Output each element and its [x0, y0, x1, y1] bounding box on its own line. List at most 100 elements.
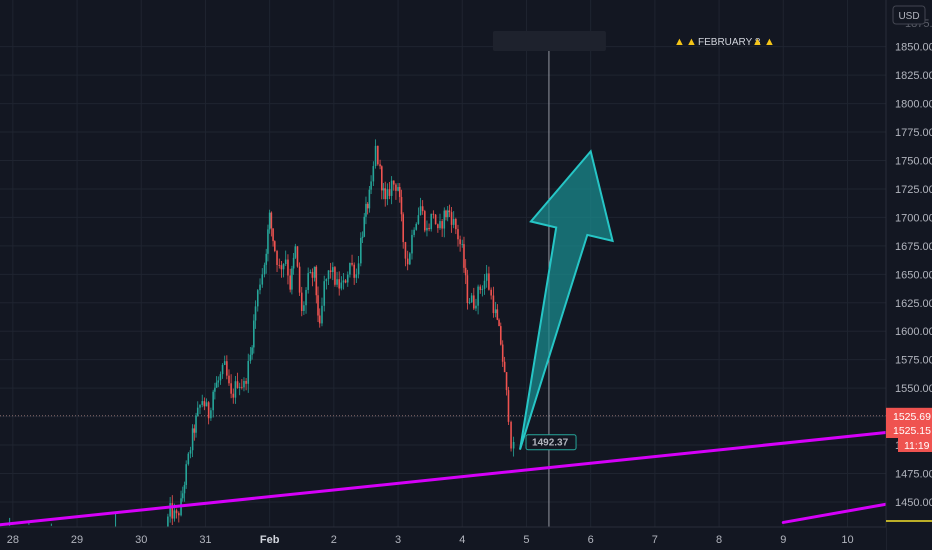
candle-body [340, 282, 343, 289]
candle-body [461, 244, 464, 245]
candle-body [499, 326, 502, 345]
trendline [781, 502, 888, 524]
candle-body [230, 383, 232, 394]
trendlines[interactable] [0, 431, 888, 527]
candle-body [294, 246, 297, 258]
currency-label: USD [898, 11, 919, 22]
candle-body [479, 286, 482, 290]
currency-button[interactable]: USD [892, 5, 926, 25]
price-tick-label: 1450.00 [895, 497, 932, 509]
candle-body [234, 381, 237, 398]
candle-body [313, 266, 316, 278]
candle-body [361, 236, 364, 238]
candle-body [452, 218, 455, 225]
currency-button-box [892, 5, 926, 25]
event-annotation[interactable]: ▲ ▲ FEBRUARY 8 ▲ ▲ [492, 31, 775, 51]
candle-body [292, 257, 295, 269]
candle-body [501, 344, 504, 362]
candle-body [273, 241, 276, 252]
candle-body [439, 221, 441, 229]
current-price-tag-box [886, 407, 932, 424]
candle-body [388, 189, 391, 196]
price-tick-label: 1775.00 [895, 127, 932, 139]
price-tick-label: 1800.00 [895, 99, 932, 111]
candle-body [189, 450, 192, 454]
candle-body [210, 410, 212, 419]
candle-body [377, 145, 379, 165]
time-tick-label: 9 [780, 534, 786, 546]
price-tag-secondary-value: 1525.15 [893, 425, 931, 437]
up-arrow-drawing[interactable] [519, 149, 614, 450]
candle-body [270, 212, 273, 229]
candle-body [232, 393, 235, 398]
candle-body [457, 229, 459, 240]
candle-body [368, 189, 371, 209]
candle-body [228, 375, 230, 384]
price-tag-secondary-box [886, 423, 932, 438]
candle-body [243, 381, 245, 388]
low-price-marker-box [525, 434, 577, 451]
candle-body [483, 280, 486, 289]
candle-body [303, 305, 305, 311]
candle-body [334, 267, 336, 285]
candle-body [512, 442, 515, 449]
candle-body [245, 381, 247, 384]
candle-body [406, 258, 409, 265]
candle-body [392, 180, 395, 185]
candle-body [390, 180, 393, 196]
candle-body [450, 212, 453, 225]
candle-body [196, 407, 199, 416]
candle-body [481, 288, 484, 290]
candle-body [374, 145, 377, 167]
price-tick-label: 1675.00 [895, 241, 932, 253]
candle-body [259, 284, 261, 291]
countdown-tag: 11:19 [898, 438, 932, 452]
candle-body [212, 391, 214, 411]
candle-body [430, 213, 433, 230]
candle-body [256, 290, 259, 307]
candle-body [351, 263, 353, 265]
candle-body [223, 361, 226, 365]
candle-body [470, 295, 473, 303]
candle-body [380, 166, 383, 191]
price-tick-label: 1825.00 [895, 70, 932, 82]
candle-body [464, 267, 467, 276]
horizontal-grid [0, 46, 886, 503]
candle-body [448, 210, 451, 213]
candle-body [473, 295, 475, 309]
price-tick-label: 1850.00 [895, 42, 932, 54]
candle-body [329, 270, 332, 272]
candle-body [300, 292, 303, 311]
candle-body [459, 239, 461, 245]
candle-body [207, 402, 210, 419]
candle-body [173, 510, 176, 519]
candle-body [278, 264, 281, 266]
candle-body [254, 306, 257, 321]
candle-body [315, 266, 318, 296]
time-axis[interactable] [0, 527, 886, 550]
candle-body [193, 428, 196, 433]
candle-body [490, 289, 492, 296]
candle-body [265, 253, 268, 265]
candle-body [236, 381, 239, 388]
time-tick-label: 3 [395, 534, 401, 546]
candle-body [349, 263, 351, 275]
candle-body [363, 216, 366, 237]
candle-body [437, 224, 439, 229]
price-axis[interactable] [886, 0, 932, 550]
candle-body [417, 215, 420, 224]
candle-body [342, 280, 345, 283]
candle-body [492, 295, 495, 314]
price-tick-label: 1575.00 [895, 355, 932, 367]
price-tick-label: 1625.00 [895, 298, 932, 310]
candle-body [305, 289, 307, 306]
current-price-value: 1525.69 [893, 411, 931, 423]
warning-icon: ▲ [764, 36, 775, 48]
candle-body [463, 244, 465, 268]
candle-body [318, 315, 321, 324]
candle-body [366, 203, 369, 209]
candle-body [357, 263, 360, 275]
candle-body [496, 309, 499, 320]
candle-body [443, 210, 446, 229]
